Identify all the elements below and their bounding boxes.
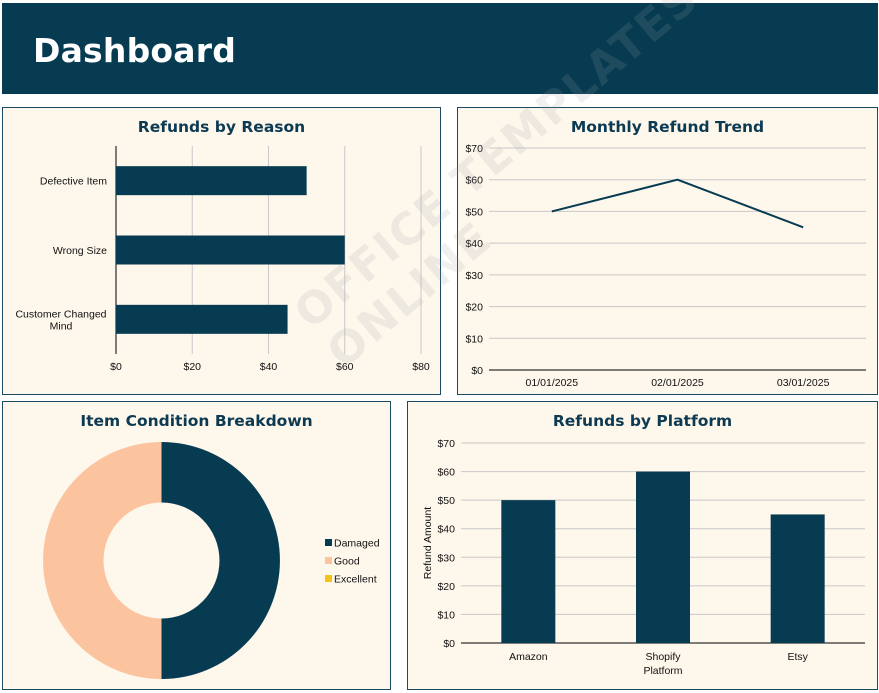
x-tick-label: 01/01/2025	[526, 377, 579, 389]
refunds-by-reason-panel[interactable]: Refunds by Reason $0 $20 $40 $60 $80 Defectiv…	[2, 107, 441, 395]
y-tick-label: $10	[437, 609, 455, 621]
y-tick-label: $60	[437, 467, 455, 479]
series-line	[551, 178, 804, 229]
y-tick-label: Customer Changed	[15, 308, 106, 320]
y-tick-label: $50	[465, 206, 483, 218]
x-tick-label: $60	[336, 361, 354, 373]
legend-label: Good	[334, 556, 360, 568]
y-tick-label: $20	[437, 581, 455, 593]
bar	[116, 304, 288, 334]
x-tick-label: Shopify	[645, 651, 681, 663]
y-tick-label: $0	[443, 638, 455, 650]
y-tick-label: $50	[437, 495, 455, 507]
bar	[116, 166, 307, 196]
x-tick-label: Etsy	[787, 651, 808, 663]
y-axis-title: Refund Amount	[422, 507, 434, 579]
x-tick-label: 02/01/2025	[651, 377, 704, 389]
y-tick-label: $70	[437, 438, 455, 450]
chart-title: Refunds by Platform	[552, 412, 733, 430]
x-tick-label: $40	[260, 361, 278, 373]
y-tick-label: $40	[465, 238, 483, 250]
x-tick-label: 03/01/2025	[777, 377, 830, 389]
chart-title: Refunds by Reason	[137, 118, 306, 136]
legend-swatch	[325, 575, 332, 582]
donut-slice	[161, 442, 280, 679]
y-tick-label: $30	[437, 552, 455, 564]
y-tick-label: $10	[465, 333, 483, 345]
item-condition-breakdown-panel[interactable]: Item Condition Breakdown Damaged Good Exce…	[2, 401, 391, 690]
y-tick-label: Mind	[50, 320, 73, 332]
page-title: Dashboard	[33, 31, 237, 70]
refunds-by-reason-chart: $0 $20 $40 $60 $80 Defective Item Wrong Size Cu…	[15, 146, 430, 373]
x-tick-label: $20	[183, 361, 201, 373]
y-tick-label: $70	[465, 143, 483, 155]
x-tick-label: $0	[110, 361, 122, 373]
legend-label: Damaged	[334, 538, 380, 550]
y-tick-label: Wrong Size	[53, 245, 107, 257]
y-tick-label: $20	[465, 302, 483, 314]
y-tick-label: $40	[437, 524, 455, 536]
legend-label: Excellent	[334, 574, 377, 586]
dashboard-header: Dashboard	[2, 3, 878, 94]
bar	[116, 235, 345, 265]
chart-title: Monthly Refund Trend	[570, 118, 765, 136]
bar	[636, 471, 690, 643]
y-tick-label: Defective Item	[40, 176, 107, 188]
y-tick-label: $60	[465, 175, 483, 187]
bar	[501, 500, 556, 643]
y-tick-label: $30	[465, 270, 483, 282]
donut-slice	[43, 442, 162, 679]
item-condition-donut-chart: Damaged Good Excellent	[43, 442, 380, 679]
x-tick-label: Amazon	[509, 651, 548, 663]
monthly-refund-trend-chart: $0 $10 $20 $30 $40 $50 $60 $70 01/01/2025 02/01/2…	[465, 143, 866, 389]
bar	[770, 514, 825, 643]
refunds-by-platform-panel[interactable]: Refunds by Platform $0 $10 $20 $30 $40 $50 $60…	[407, 401, 878, 690]
monthly-refund-trend-panel[interactable]: Monthly Refund Trend $0 $10 $20 $30 $40 $50 $6…	[457, 107, 878, 395]
y-tick-label: $0	[471, 365, 483, 377]
refunds-by-platform-chart: $0 $10 $20 $30 $40 $50 $60 $70 Amazon Shopify Etsy…	[422, 438, 865, 677]
legend-swatch	[325, 539, 332, 546]
legend-swatch	[325, 557, 332, 564]
chart-title: Item Condition Breakdown	[80, 412, 313, 430]
x-tick-label: $80	[412, 361, 430, 373]
x-axis-title: Platform	[643, 665, 682, 677]
